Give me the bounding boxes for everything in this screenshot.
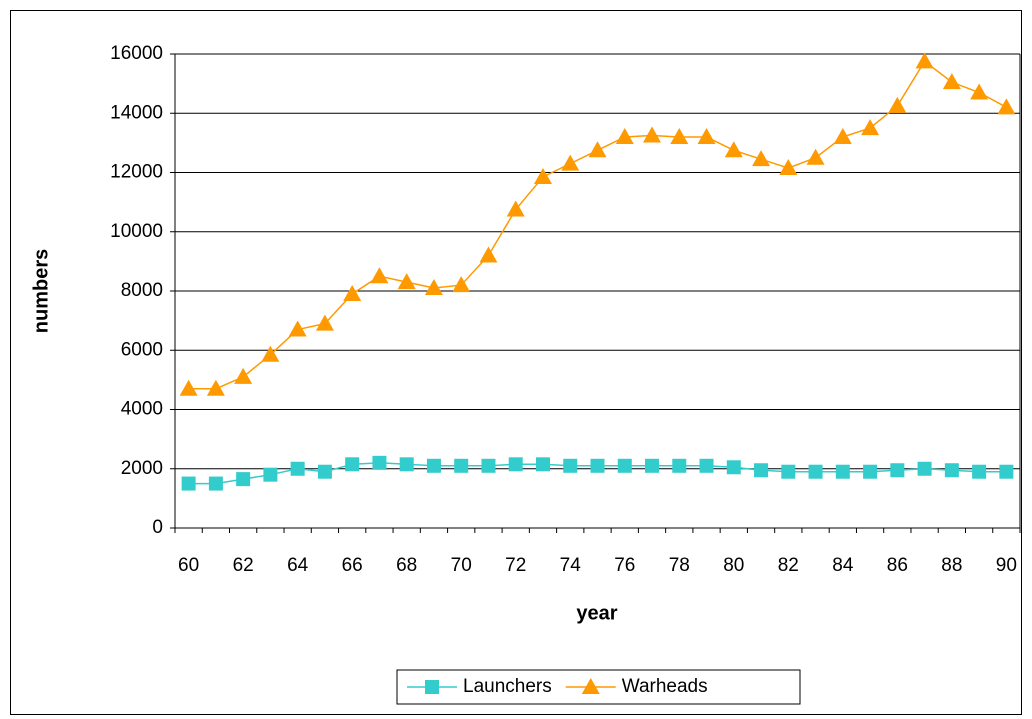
x-tick-label: 88 (941, 555, 962, 576)
marker (288, 320, 307, 337)
x-tick-label: 66 (342, 555, 363, 576)
marker (315, 314, 334, 331)
marker (863, 464, 878, 479)
marker (861, 119, 880, 136)
marker (506, 200, 525, 217)
marker (561, 154, 580, 171)
y-tick-label: 8000 (121, 280, 163, 301)
x-tick-label: 64 (287, 555, 309, 576)
x-tick-label: 90 (996, 555, 1017, 576)
marker (533, 167, 552, 184)
marker (645, 458, 660, 473)
marker (263, 467, 278, 482)
marker (617, 458, 632, 473)
marker (888, 96, 907, 113)
y-tick-label: 6000 (121, 339, 163, 360)
marker (425, 680, 439, 694)
y-tick-label: 10000 (110, 221, 163, 242)
x-tick-label: 72 (505, 555, 526, 576)
marker (670, 127, 689, 144)
marker (754, 463, 769, 478)
marker (397, 273, 416, 290)
marker (972, 464, 987, 479)
y-tick-label: 0 (152, 517, 163, 538)
marker (399, 457, 414, 472)
x-tick-label: 62 (233, 555, 254, 576)
marker (890, 463, 905, 478)
x-tick-label: 78 (669, 555, 690, 576)
marker (508, 457, 523, 472)
marker (942, 73, 961, 90)
marker (535, 457, 550, 472)
y-tick-label: 2000 (121, 458, 163, 479)
chart-border (10, 10, 1022, 715)
x-tick-label: 76 (614, 555, 635, 576)
x-tick-label: 86 (887, 555, 908, 576)
marker (615, 127, 634, 144)
marker (944, 463, 959, 478)
marker (917, 461, 932, 476)
marker (452, 276, 471, 293)
marker (726, 460, 741, 475)
x-axis-title: year (576, 602, 617, 624)
marker (343, 284, 362, 301)
x-tick-label: 70 (451, 555, 472, 576)
marker (588, 141, 607, 158)
marker (479, 246, 498, 263)
marker (672, 458, 687, 473)
marker (206, 379, 225, 396)
marker (290, 461, 305, 476)
marker (835, 464, 850, 479)
y-tick-label: 14000 (110, 102, 163, 123)
y-tick-label: 12000 (110, 162, 163, 183)
marker (970, 83, 989, 100)
y-tick-label: 16000 (110, 43, 163, 64)
marker (581, 678, 600, 694)
marker (179, 379, 198, 396)
marker (779, 159, 798, 176)
marker (234, 367, 253, 384)
legend-label: Warheads (622, 676, 708, 697)
marker (697, 127, 716, 144)
y-tick-label: 4000 (121, 399, 163, 420)
x-tick-label: 84 (832, 555, 854, 576)
y-axis-title: numbers (30, 249, 52, 333)
x-tick-label: 60 (178, 555, 199, 576)
marker (317, 464, 332, 479)
marker (806, 148, 825, 165)
marker (643, 126, 662, 143)
marker (563, 458, 578, 473)
marker (699, 458, 714, 473)
marker (236, 472, 251, 487)
x-tick-label: 68 (396, 555, 417, 576)
marker (208, 476, 223, 491)
marker (808, 464, 823, 479)
marker (724, 141, 743, 158)
marker (752, 150, 771, 167)
marker (345, 457, 360, 472)
x-tick-label: 82 (778, 555, 799, 576)
legend-label: Launchers (463, 676, 552, 697)
marker (997, 98, 1016, 115)
marker (999, 464, 1014, 479)
marker (372, 455, 387, 470)
marker (481, 458, 496, 473)
marker (590, 458, 605, 473)
marker (181, 476, 196, 491)
marker (370, 267, 389, 284)
marker (261, 345, 280, 362)
marker (833, 127, 852, 144)
marker (424, 279, 443, 296)
marker (426, 458, 441, 473)
marker (454, 458, 469, 473)
x-tick-label: 80 (723, 555, 744, 576)
marker (781, 464, 796, 479)
x-tick-label: 74 (560, 555, 582, 576)
marker (915, 52, 934, 69)
